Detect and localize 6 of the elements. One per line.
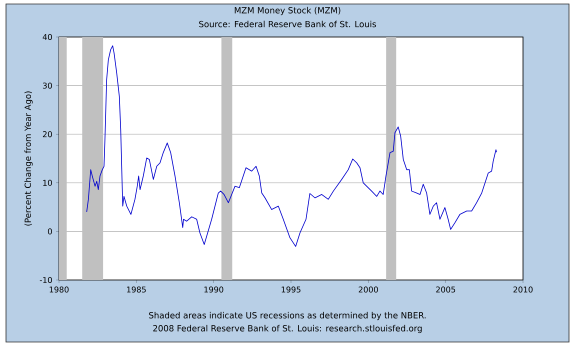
chart-title: MZM Money Stock (MZM)	[234, 6, 340, 16]
chart-subtitle: Source: Federal Reserve Bank of St. Louis	[199, 20, 376, 28]
text: 2008 Federal Reserve Bank of St. Louis: research.stlouisfed.org	[153, 324, 422, 334]
line-series	[86, 45, 497, 247]
y-axis-title: (Percent Change from Year Ago)	[24, 91, 33, 226]
text: Shaded areas indicate US recessions as determined by the NBER.	[149, 312, 426, 320]
